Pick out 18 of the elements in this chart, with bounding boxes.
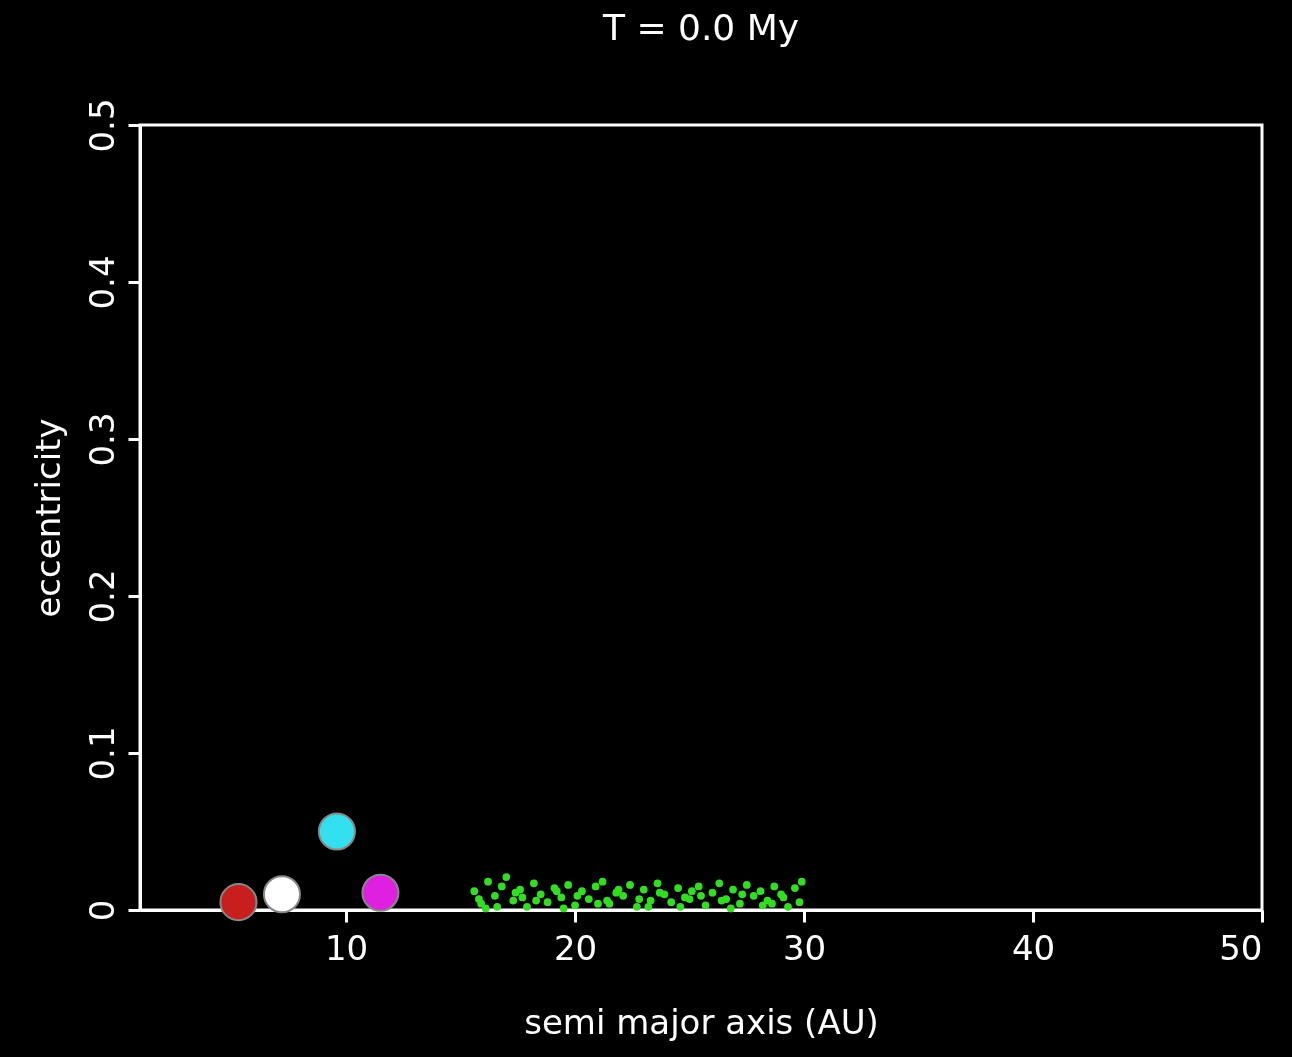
y-tick-label: 0.3 (81, 412, 122, 467)
y-tick-label: 0.5 (81, 98, 122, 153)
y-tick-label: 0.4 (81, 255, 122, 310)
chart-title: T = 0.0 My (601, 6, 800, 48)
x-axis-title: semi major axis (AU) (524, 1001, 879, 1042)
x-tick-label: 50 (1219, 927, 1263, 968)
y-tick-label: 0.2 (81, 569, 122, 624)
x-tick-label: 30 (782, 927, 827, 968)
x-tick-label: 40 (1011, 927, 1056, 968)
x-tick-label: 20 (553, 927, 598, 968)
point (361, 873, 400, 912)
point (317, 812, 356, 851)
point (262, 875, 301, 914)
y-axis-title: eccentricity (27, 418, 68, 618)
y-tick-label: 0.1 (81, 726, 122, 781)
point (219, 883, 258, 922)
x-tick-label: 10 (324, 927, 369, 968)
y-tick-label: 0 (81, 899, 122, 922)
